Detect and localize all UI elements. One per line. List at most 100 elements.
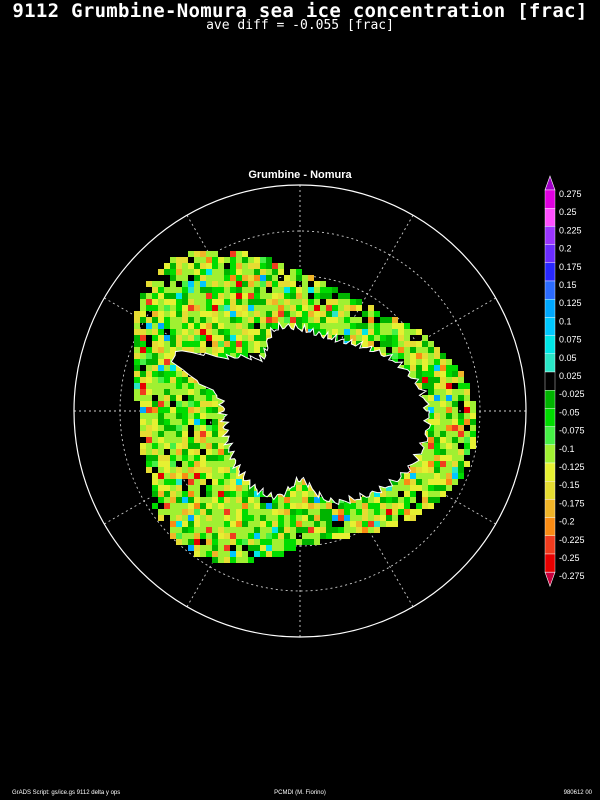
ice-cell xyxy=(452,461,458,467)
ice-cell xyxy=(434,371,440,377)
ice-cell xyxy=(302,509,308,515)
ice-cell xyxy=(416,347,422,353)
ice-cell xyxy=(242,509,248,515)
ice-cell xyxy=(398,485,404,491)
footer-credit: PCMDI (M. Fiorino) xyxy=(274,790,326,796)
ice-cell xyxy=(236,557,242,563)
ice-cell xyxy=(470,425,476,431)
ice-cell xyxy=(248,287,254,293)
ice-cell xyxy=(422,473,428,479)
ice-cell xyxy=(446,437,452,443)
ice-cell xyxy=(302,539,308,545)
ice-cell xyxy=(284,515,290,521)
colorbar-tick-label: 0.15 xyxy=(559,280,577,290)
ice-cell xyxy=(410,353,416,359)
ice-cell xyxy=(416,365,422,371)
ice-cell xyxy=(224,557,230,563)
ice-cell xyxy=(440,359,446,365)
ice-cell xyxy=(260,533,266,539)
colorbar-tick-label: -0.075 xyxy=(559,426,585,436)
ice-cell xyxy=(218,341,224,347)
ice-cell xyxy=(392,353,398,359)
ice-cell xyxy=(296,485,302,491)
ice-cell xyxy=(188,335,194,341)
ice-cell xyxy=(236,533,242,539)
ice-cell xyxy=(452,467,458,473)
ice-cell xyxy=(188,269,194,275)
ice-cell xyxy=(188,287,194,293)
ice-cell xyxy=(164,365,170,371)
ice-cell xyxy=(314,533,320,539)
ice-cell xyxy=(260,329,266,335)
ice-cell xyxy=(428,377,434,383)
colorbar-swatch xyxy=(544,317,556,336)
ice-cell xyxy=(200,497,206,503)
ice-cell xyxy=(284,527,290,533)
ice-cell xyxy=(308,317,314,323)
ice-cell xyxy=(362,527,368,533)
ice-cell xyxy=(284,533,290,539)
ice-cell xyxy=(440,353,446,359)
ice-cell xyxy=(428,413,434,419)
ice-cell xyxy=(224,509,230,515)
ice-cell xyxy=(182,389,188,395)
ice-cell xyxy=(272,287,278,293)
ice-cell xyxy=(368,503,374,509)
ice-cell xyxy=(350,527,356,533)
ice-cell xyxy=(146,443,152,449)
ice-cell xyxy=(236,353,242,359)
ice-cell xyxy=(188,323,194,329)
ice-cell xyxy=(446,419,452,425)
ice-cell xyxy=(194,521,200,527)
ice-cell xyxy=(326,317,332,323)
ice-cell xyxy=(230,257,236,263)
ice-cell xyxy=(218,461,224,467)
ice-cell xyxy=(194,389,200,395)
ice-cell xyxy=(242,317,248,323)
ice-cell xyxy=(242,551,248,557)
ice-cell xyxy=(272,269,278,275)
ice-cell xyxy=(164,371,170,377)
ice-cell xyxy=(428,497,434,503)
ice-cell xyxy=(248,317,254,323)
ice-cell xyxy=(266,257,272,263)
ice-cell xyxy=(404,515,410,521)
ice-cell xyxy=(182,383,188,389)
ice-cell xyxy=(266,509,272,515)
ice-cell xyxy=(206,395,212,401)
ice-cell xyxy=(392,497,398,503)
ice-cell xyxy=(308,509,314,515)
ice-cell xyxy=(248,341,254,347)
ice-cell xyxy=(182,257,188,263)
ice-cell xyxy=(314,497,320,503)
ice-cell xyxy=(434,431,440,437)
ice-cell xyxy=(314,503,320,509)
ice-cell xyxy=(164,461,170,467)
ice-cell xyxy=(218,533,224,539)
ice-cell xyxy=(194,347,200,353)
ice-cell xyxy=(458,455,464,461)
ice-cell xyxy=(356,305,362,311)
ice-cell xyxy=(188,317,194,323)
ice-cell xyxy=(428,503,434,509)
ice-cell xyxy=(164,491,170,497)
ice-cell xyxy=(242,539,248,545)
ice-cell xyxy=(182,347,188,353)
ice-cell xyxy=(284,521,290,527)
ice-cell xyxy=(218,353,224,359)
ice-cell xyxy=(368,521,374,527)
ice-cell xyxy=(170,467,176,473)
ice-cell xyxy=(278,311,284,317)
ice-cell xyxy=(194,455,200,461)
ice-cell xyxy=(308,323,314,329)
ice-cell xyxy=(218,293,224,299)
ice-cell xyxy=(218,527,224,533)
ice-cell xyxy=(152,341,158,347)
ice-cell xyxy=(416,377,422,383)
ice-cell xyxy=(308,515,314,521)
ice-cell xyxy=(422,335,428,341)
ice-cell xyxy=(242,293,248,299)
ice-cell xyxy=(410,515,416,521)
ice-cell xyxy=(206,455,212,461)
ice-cell xyxy=(164,413,170,419)
